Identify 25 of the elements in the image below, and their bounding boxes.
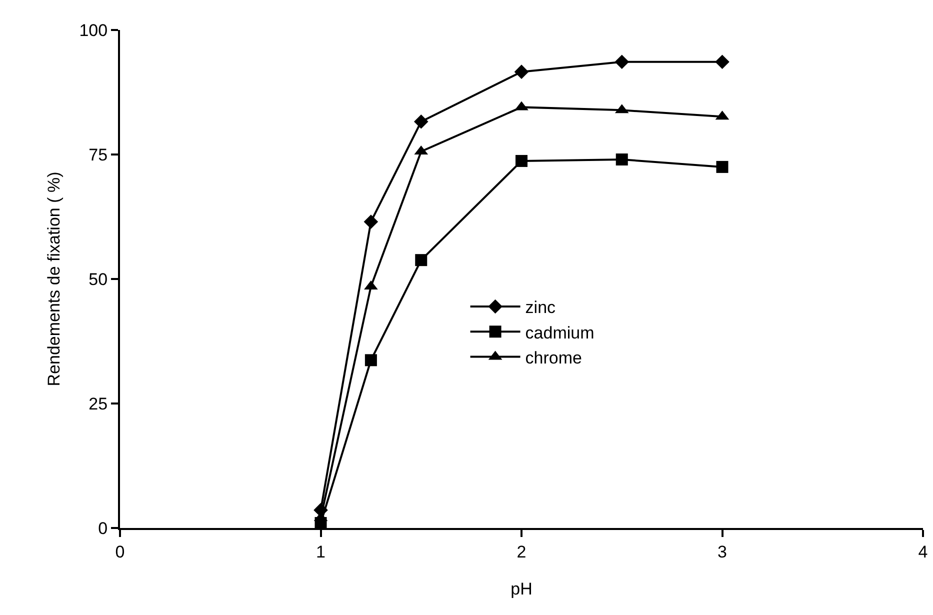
legend-label: chrome [525, 348, 582, 368]
point [415, 254, 428, 266]
point [414, 114, 428, 129]
legend-label: zinc [525, 298, 556, 318]
y-tick-label: 25 [88, 394, 108, 414]
point [364, 354, 377, 366]
y-tick-label: 75 [88, 145, 108, 164]
point [514, 64, 529, 79]
x-tick-label: 2 [516, 542, 526, 562]
point [614, 54, 630, 70]
x-tick-label: 0 [115, 542, 125, 562]
y-tick-label: 0 [98, 518, 108, 538]
y-axis-title: Rendements de fixation ( %) [44, 172, 64, 386]
x-tick-label: 3 [718, 542, 727, 562]
point [716, 160, 728, 173]
x-tick-label: 4 [918, 542, 928, 562]
point [715, 54, 730, 70]
y-tick-label: 50 [88, 270, 108, 289]
point [516, 154, 528, 167]
point [616, 153, 628, 166]
legend-label: cadmium [525, 323, 594, 342]
x-axis-title: pH [510, 579, 532, 598]
y-tick-label: 100 [79, 20, 108, 40]
x-tick-label: 1 [316, 542, 326, 562]
point [364, 214, 378, 229]
